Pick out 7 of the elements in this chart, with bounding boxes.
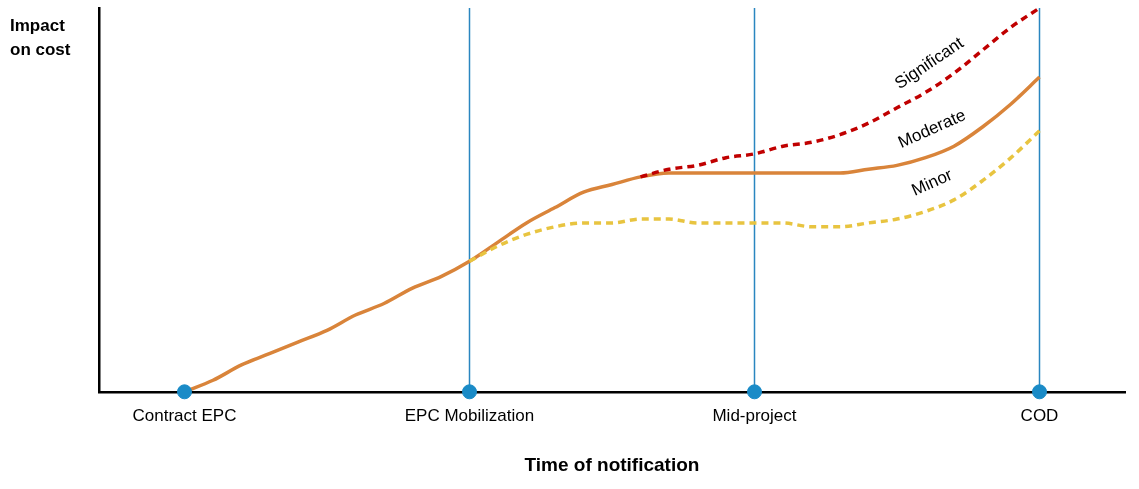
x-axis-title: Time of notification [524, 453, 700, 475]
x-tick-label: COD [1020, 405, 1059, 425]
x-tick-label: Contract EPC [132, 405, 237, 425]
x-tick-label: EPC Mobilization [404, 405, 535, 425]
text: Minor [908, 164, 956, 200]
y-axis-title: Impact on cost [10, 16, 71, 60]
x-tick-label: Mid-project [712, 405, 797, 425]
